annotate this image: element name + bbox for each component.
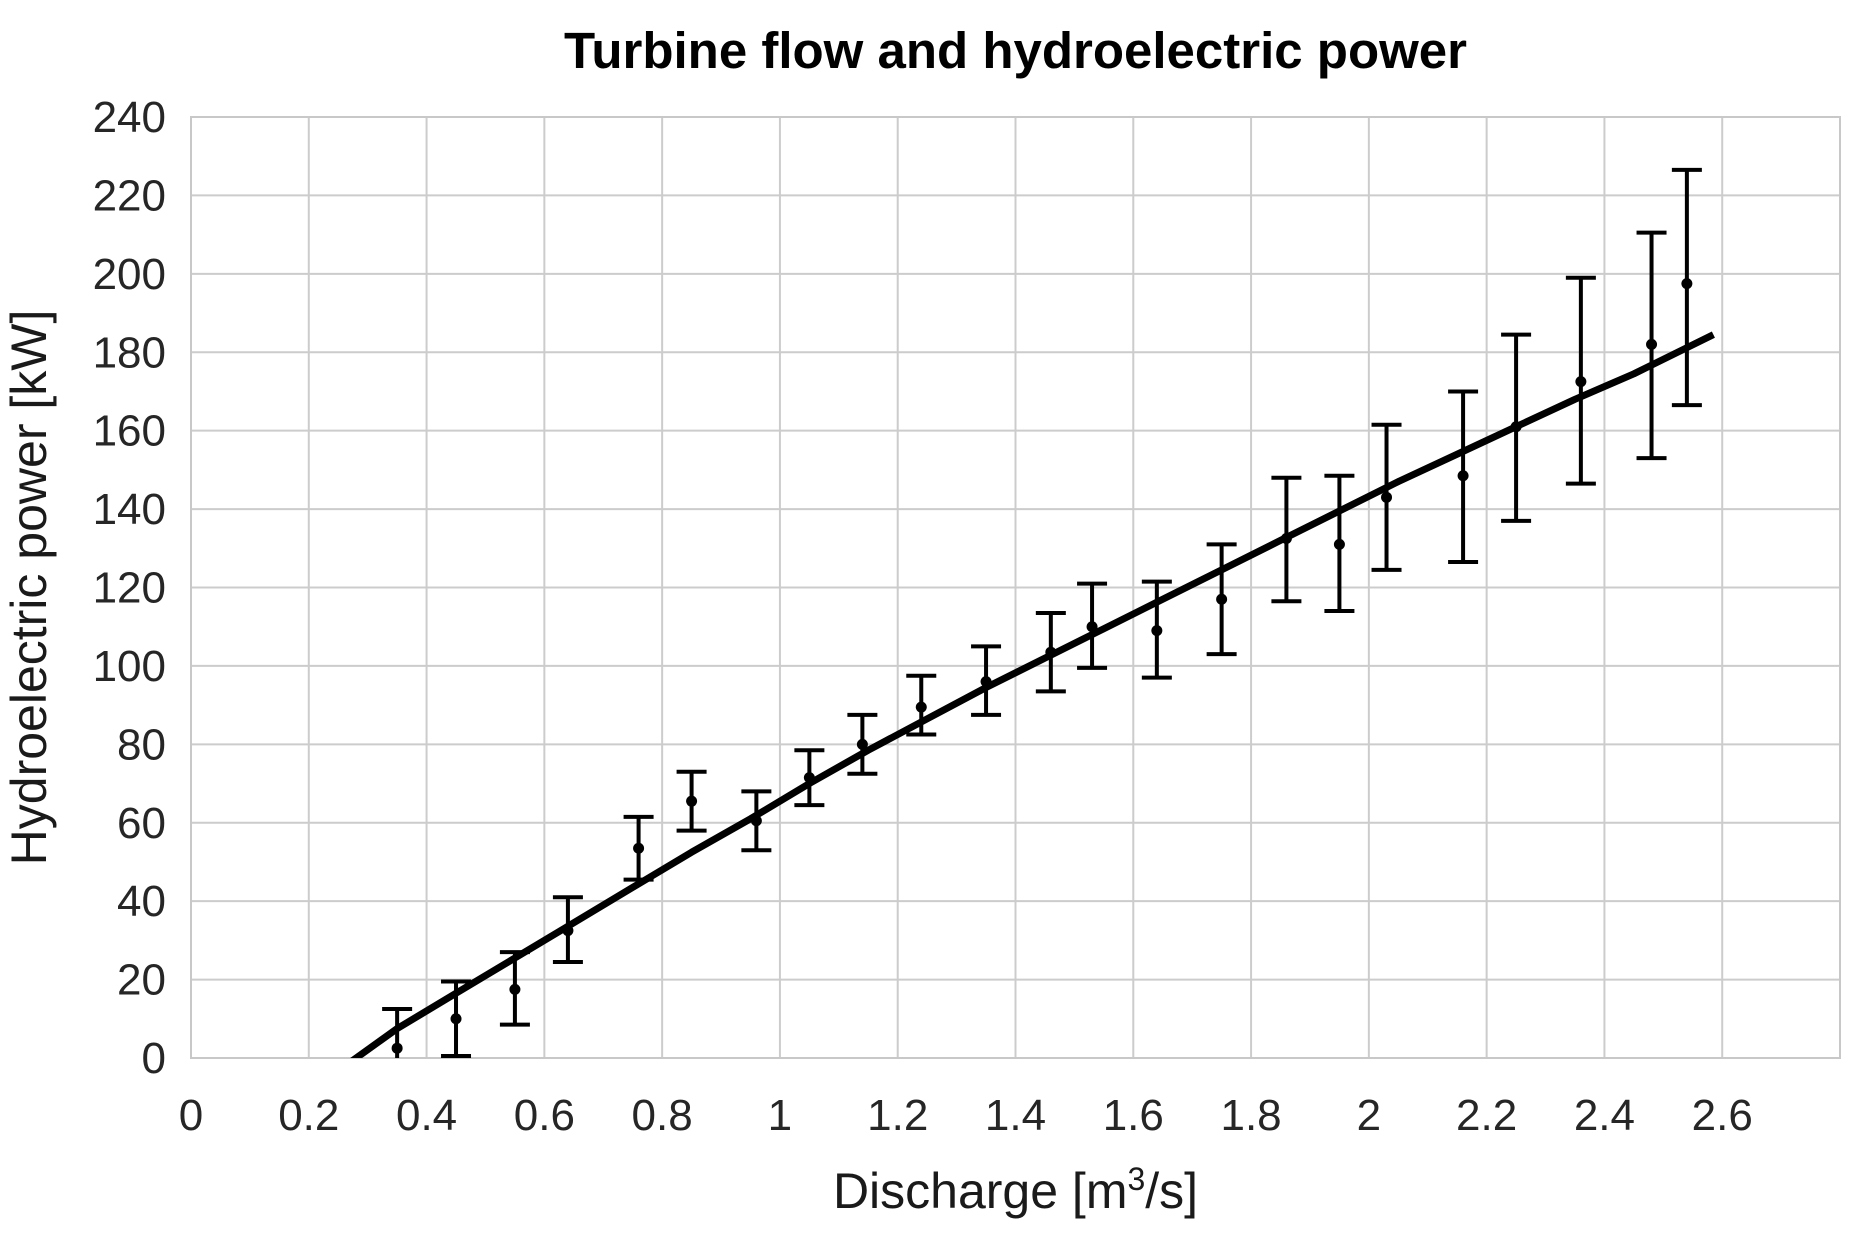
y-tick-label: 100 [93,642,166,691]
data-point-marker [633,842,645,854]
data-point-marker [1216,593,1228,605]
y-tick-label: 80 [117,720,166,769]
x-tick-label: 1.6 [1103,1091,1164,1140]
y-tick-label: 40 [117,877,166,926]
y-tick-label: 240 [93,93,166,142]
data-point-marker [1151,625,1163,637]
x-tick-label: 0.8 [632,1091,693,1140]
x-axis-label-suffix: /s] [1145,1163,1198,1219]
data-point-marker [509,983,521,995]
data-point-marker [686,795,698,807]
y-tick-label: 140 [93,485,166,534]
x-tick-label: 1.4 [985,1091,1046,1140]
y-tick-label: 20 [117,956,166,1005]
x-tick-label: 0 [179,1091,203,1140]
data-point-marker [915,701,927,713]
fit-line [350,331,1715,1058]
x-axis-label-prefix: Discharge [m [833,1163,1128,1219]
x-tick-label: 1 [768,1091,792,1140]
x-tick-label: 2 [1357,1091,1381,1140]
data-point-marker [391,1042,403,1054]
y-tick-label: 200 [93,250,166,299]
x-tick-label: 1.2 [867,1091,928,1140]
plot-box-border [190,116,1841,1059]
y-tick-label: 160 [93,407,166,456]
x-axis-label-superscript: 3 [1127,1161,1145,1197]
data-point-marker [1575,376,1587,388]
data-layer [350,167,1715,1058]
y-tick-label: 120 [93,564,166,613]
data-point-marker [450,1013,462,1025]
x-axis-label: Discharge [m3/s] [833,1161,1198,1219]
data-point-marker [1333,538,1345,550]
x-tick-label: 0.6 [514,1091,575,1140]
x-tick-label: 1.8 [1220,1091,1281,1140]
chart-title: Turbine flow and hydroelectric power [564,22,1467,79]
x-tick-label: 0.2 [278,1091,339,1140]
data-point-marker [1646,338,1658,350]
y-tick-label: 180 [93,328,166,377]
x-tick-label: 2.4 [1574,1091,1635,1140]
y-tick-label: 220 [93,171,166,220]
data-point-marker [856,738,868,750]
x-tick-label: 2.2 [1456,1091,1517,1140]
y-axis-label: Hydroelectric power [kW] [1,310,57,866]
error-bars [382,167,1702,1058]
x-tick-label: 0.4 [396,1091,457,1140]
data-point-marker [1381,491,1393,503]
x-tick-label: 2.6 [1692,1091,1753,1140]
y-tick-label: 60 [117,799,166,848]
data-point-marker [1681,278,1693,290]
y-tick-label: 0 [142,1034,166,1083]
data-point-marker [1457,470,1469,482]
